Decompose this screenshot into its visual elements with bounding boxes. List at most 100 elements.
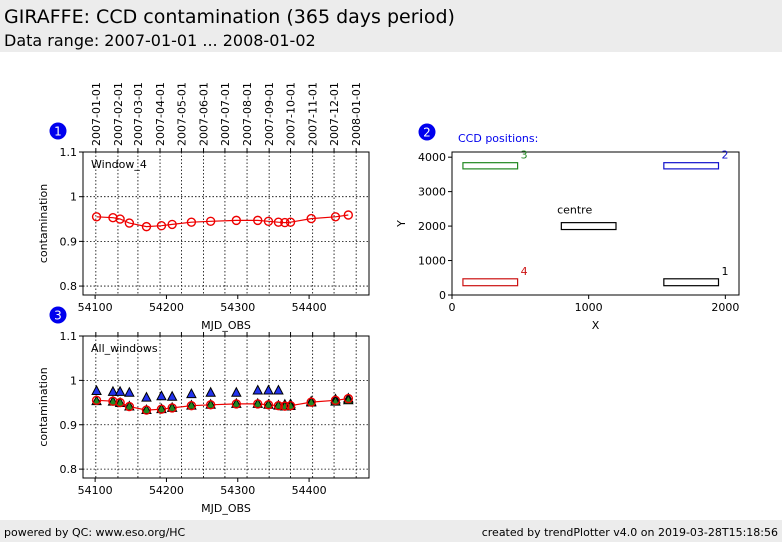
y-tick-label: 0.9 <box>60 419 78 432</box>
data-point <box>306 397 316 407</box>
data-point <box>91 212 102 222</box>
data-point <box>343 210 354 220</box>
date-tick-label: 2007-05-01 <box>175 82 188 146</box>
data-point <box>156 404 167 414</box>
y-tick-label: 1000 <box>418 255 446 268</box>
x-tick-label: 54200 <box>149 301 184 314</box>
data-point <box>330 395 341 406</box>
y-tick-label: 0.9 <box>60 235 78 248</box>
x-tick-label: 54400 <box>292 484 327 497</box>
panel-1-window4: 1 0.8 0.9 1 1.1 54100 54200 54300 54400 MJD_OBS co… <box>37 122 370 332</box>
y-tick-label: 1 <box>70 374 77 387</box>
ccd-window-label: 4 <box>521 265 528 278</box>
date-tick-label: 2007-04-01 <box>154 82 167 146</box>
ccd-window-box <box>663 162 720 170</box>
x-tick-label: 54100 <box>78 301 113 314</box>
ccd-window-box <box>462 162 519 170</box>
data-point-triangle <box>141 391 152 402</box>
plot-frame <box>82 151 370 296</box>
data-point <box>273 400 284 411</box>
data-point <box>141 405 152 415</box>
date-tick-label: 2007-11-01 <box>307 82 320 146</box>
data-point <box>253 215 263 226</box>
data-point-triangle <box>252 384 264 395</box>
x-tick-label: 1000 <box>575 301 603 314</box>
y-axis-label: contamination <box>37 367 50 446</box>
y-tick-label: 0.8 <box>60 463 78 476</box>
date-tick-label: 2007-12-01 <box>328 82 341 146</box>
y-axis-label: contamination <box>37 184 50 263</box>
x-axis-label: X <box>592 319 600 332</box>
date-tick-label: 2007-06-01 <box>198 82 211 146</box>
panel-number-badge <box>49 306 67 324</box>
y-tick-label: 2000 <box>418 220 446 233</box>
data-point <box>205 216 216 226</box>
data-point-triangle <box>263 384 274 395</box>
date-axis: 2007-01-01 2007-02-01 2007-03-01 2007-04-01… <box>90 82 363 146</box>
footer-powered-by: powered by QC: www.eso.org/HC <box>4 526 186 539</box>
panel-label: All_windows <box>91 342 158 355</box>
ccd-window-label: 2 <box>722 149 729 162</box>
date-tick-label: 2007-01-01 <box>90 82 103 146</box>
panel-number-label: 2 <box>423 126 431 140</box>
panel-number-badge <box>49 122 67 140</box>
ccd-window-label: 1 <box>722 265 729 278</box>
ccd-window-box <box>462 278 519 287</box>
data-point <box>330 212 341 222</box>
data-point <box>115 397 125 408</box>
data-point <box>343 393 354 404</box>
data-point <box>186 400 197 411</box>
date-tick-label: 2007-07-01 <box>219 82 232 146</box>
x-axis-label: MJD_OBS <box>201 319 251 332</box>
data-point <box>285 217 296 227</box>
data-point <box>205 400 216 410</box>
x-tick-label: 54300 <box>220 301 255 314</box>
data-point-triangle <box>107 385 119 396</box>
plots-canvas: 2007-01-01 2007-02-01 2007-03-01 2007-04-01… <box>37 82 740 515</box>
x-tick-label: 54200 <box>149 484 184 497</box>
panel-2-ccd-positions: 2 CCD positions: 0 1000 2000 0 1000 2000 3000 400… <box>395 123 740 332</box>
ccd-positions-title: CCD positions: <box>458 132 538 145</box>
ccd-window-label: 3 <box>521 149 528 162</box>
panel-number-label: 1 <box>54 125 62 139</box>
data-point <box>167 219 177 230</box>
y-tick-label: 1.1 <box>60 330 78 343</box>
x-tick-label: 54100 <box>78 484 113 497</box>
date-tick-label: 2007-02-01 <box>112 82 125 146</box>
y-tick-label: 4000 <box>418 151 446 164</box>
data-point <box>231 399 242 409</box>
page-header: GIRAFFE: CCD contamination (365 days per… <box>0 0 782 52</box>
panel-number-label: 3 <box>54 309 62 323</box>
date-tick-label: 2007-09-01 <box>263 82 276 146</box>
x-tick-label: 54400 <box>292 301 327 314</box>
data-point-triangle <box>91 384 102 395</box>
data-point <box>263 216 274 226</box>
data-point <box>273 217 284 227</box>
data-point-triangle <box>231 386 242 397</box>
data-point <box>186 217 197 227</box>
y-tick-label: 0 <box>439 289 446 302</box>
data-point <box>285 400 296 411</box>
y-tick-label: 1 <box>70 191 77 204</box>
data-point <box>306 213 316 224</box>
panel-number-badge <box>418 123 436 141</box>
data-point <box>263 400 274 410</box>
date-tick-label: 2007-10-01 <box>285 82 298 146</box>
data-point <box>280 401 290 411</box>
footer-created-by: created by trendPlotter v4.0 on 2019-03-… <box>481 526 778 539</box>
y-tick-label: 3000 <box>418 186 446 199</box>
y-tick-label: 0.8 <box>60 280 78 293</box>
page-footer: powered by QC: www.eso.org/HC created by… <box>0 520 782 542</box>
data-point <box>124 401 135 412</box>
y-axis-label: Y <box>395 220 408 228</box>
data-point <box>91 395 102 406</box>
ccd-window-box <box>560 222 617 231</box>
data-point <box>167 403 177 413</box>
data-point-triangle <box>273 384 284 395</box>
data-point-triangle <box>124 386 135 397</box>
data-point-triangle <box>114 385 126 396</box>
data-point <box>124 218 135 228</box>
data-point-triangle <box>205 386 216 397</box>
date-tick-label: 2008-01-01 <box>350 82 363 146</box>
